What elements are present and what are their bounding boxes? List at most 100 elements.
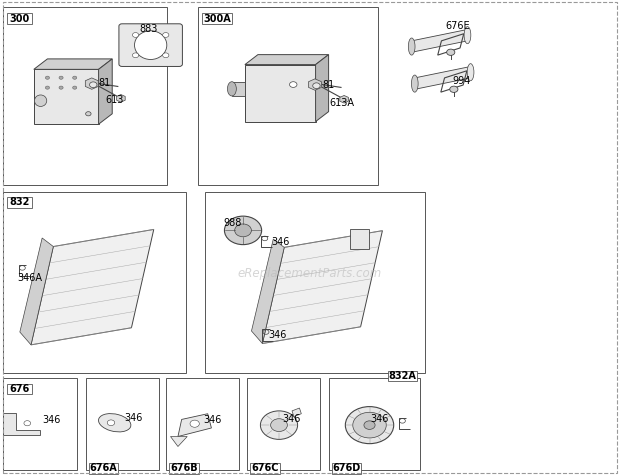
Bar — [3, 192, 186, 373]
Text: 988: 988 — [223, 218, 242, 228]
Circle shape — [73, 86, 77, 89]
Text: 613A: 613A — [330, 98, 355, 108]
Polygon shape — [350, 228, 369, 249]
Bar — [205, 192, 425, 373]
Ellipse shape — [409, 38, 415, 55]
Text: 300: 300 — [9, 13, 30, 24]
Text: 346: 346 — [282, 414, 301, 424]
Circle shape — [45, 76, 50, 79]
Text: 346A: 346A — [17, 273, 42, 283]
Polygon shape — [412, 29, 467, 52]
Polygon shape — [117, 95, 125, 102]
Polygon shape — [33, 59, 112, 69]
Ellipse shape — [464, 27, 471, 44]
Text: 81: 81 — [322, 80, 335, 91]
Bar — [166, 378, 239, 470]
Bar — [3, 7, 167, 185]
Text: 676: 676 — [9, 384, 30, 394]
Circle shape — [364, 421, 375, 429]
Circle shape — [290, 82, 297, 87]
Circle shape — [353, 412, 386, 438]
Circle shape — [450, 86, 458, 93]
Polygon shape — [309, 79, 321, 90]
Circle shape — [345, 407, 394, 444]
Bar — [198, 7, 378, 185]
Ellipse shape — [35, 95, 46, 106]
Circle shape — [45, 86, 50, 89]
Bar — [247, 378, 320, 470]
Circle shape — [107, 420, 115, 426]
Polygon shape — [178, 414, 211, 437]
Polygon shape — [245, 65, 316, 122]
Circle shape — [73, 76, 77, 79]
Polygon shape — [415, 66, 471, 89]
Text: 676D: 676D — [332, 463, 361, 474]
Polygon shape — [31, 229, 154, 345]
Text: 346: 346 — [268, 330, 286, 340]
Circle shape — [24, 421, 30, 426]
Polygon shape — [170, 437, 187, 446]
Text: 346: 346 — [124, 413, 143, 423]
Ellipse shape — [228, 82, 236, 96]
Bar — [332, 463, 361, 474]
Bar — [329, 378, 420, 470]
Text: 832: 832 — [9, 197, 30, 208]
Polygon shape — [232, 82, 245, 96]
Text: 81: 81 — [98, 77, 110, 88]
Bar — [7, 384, 32, 394]
Circle shape — [446, 49, 455, 56]
Text: 676C: 676C — [251, 463, 278, 474]
Text: 346: 346 — [272, 237, 290, 247]
Circle shape — [59, 76, 63, 79]
Circle shape — [133, 53, 139, 57]
Ellipse shape — [135, 31, 167, 59]
Bar — [250, 463, 280, 474]
Text: 613: 613 — [105, 95, 124, 105]
Circle shape — [162, 33, 169, 38]
Polygon shape — [252, 239, 284, 343]
Text: 883: 883 — [140, 23, 158, 34]
Circle shape — [59, 86, 63, 89]
Polygon shape — [316, 55, 329, 122]
Bar — [89, 463, 118, 474]
Polygon shape — [245, 55, 329, 65]
Bar — [388, 370, 417, 381]
FancyBboxPatch shape — [119, 24, 182, 66]
Circle shape — [270, 419, 288, 431]
Polygon shape — [20, 238, 53, 345]
Ellipse shape — [412, 75, 418, 92]
Text: 676A: 676A — [90, 463, 117, 474]
Circle shape — [224, 216, 262, 245]
Ellipse shape — [99, 414, 131, 432]
Polygon shape — [3, 413, 40, 435]
Circle shape — [234, 224, 252, 237]
Polygon shape — [340, 95, 348, 103]
Circle shape — [312, 83, 320, 88]
Bar — [202, 13, 232, 24]
Bar — [3, 378, 77, 470]
Bar — [86, 378, 159, 470]
Circle shape — [190, 420, 200, 428]
Text: 832A: 832A — [389, 370, 416, 381]
Polygon shape — [262, 231, 383, 343]
Circle shape — [89, 82, 97, 87]
Text: 676E: 676E — [445, 21, 470, 31]
Text: eReplacementParts.com: eReplacementParts.com — [238, 266, 382, 280]
Text: 346: 346 — [370, 414, 389, 424]
Text: 676B: 676B — [170, 463, 198, 474]
Text: 300A: 300A — [203, 13, 231, 24]
Polygon shape — [86, 78, 98, 89]
Bar — [7, 13, 32, 24]
Text: 346: 346 — [203, 415, 222, 426]
Bar — [169, 463, 199, 474]
Polygon shape — [292, 408, 301, 417]
Text: 346: 346 — [42, 415, 61, 426]
Circle shape — [86, 112, 91, 116]
Ellipse shape — [467, 64, 474, 81]
Polygon shape — [99, 59, 112, 124]
Polygon shape — [33, 69, 99, 124]
Circle shape — [162, 53, 169, 57]
Text: 994: 994 — [453, 76, 471, 86]
Circle shape — [260, 411, 298, 439]
Circle shape — [133, 33, 139, 38]
